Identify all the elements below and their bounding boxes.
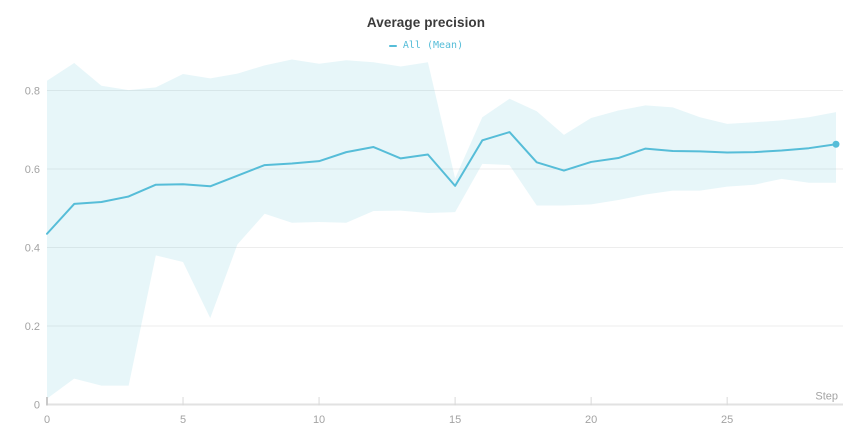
mean-line bbox=[46, 131, 837, 235]
last-point-marker bbox=[832, 140, 840, 148]
y-tick-label: 0.8 bbox=[25, 86, 40, 98]
chart-title: Average precision bbox=[366, 15, 486, 30]
y-tick-label: 0.2 bbox=[25, 321, 40, 333]
y-tick-label: 0 bbox=[34, 400, 40, 412]
y-tick-label: 0.6 bbox=[25, 164, 40, 176]
x-tick-label: 20 bbox=[585, 414, 597, 426]
confidence-band bbox=[47, 59, 836, 399]
legend-item-all-mean[interactable]: All (Mean) bbox=[388, 40, 464, 52]
x-tick-label: 0 bbox=[44, 414, 50, 426]
y-tick-label: 0.4 bbox=[25, 243, 40, 255]
x-tick-label: 5 bbox=[180, 414, 186, 426]
chart-legend: All (Mean) bbox=[0, 37, 852, 52]
legend-label: All (Mean) bbox=[402, 40, 464, 51]
x-tick-label: 10 bbox=[313, 414, 325, 426]
x-axis-title: Step bbox=[815, 391, 838, 403]
legend-line-swatch bbox=[388, 45, 397, 47]
x-tick-label: 25 bbox=[721, 414, 733, 426]
x-tick-label: 15 bbox=[449, 414, 461, 426]
